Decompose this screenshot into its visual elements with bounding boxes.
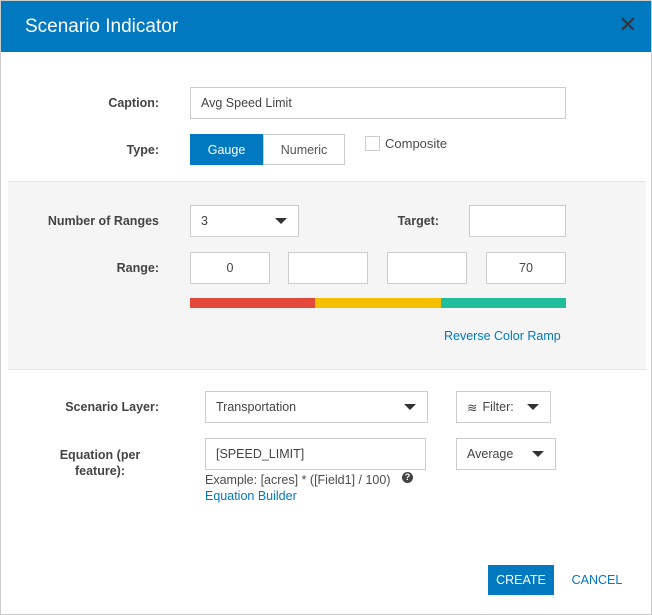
range-input-1[interactable]: 0 xyxy=(190,252,270,284)
dialog-header: Scenario Indicator ✕ xyxy=(1,1,651,52)
scenario-layer-label: Scenario Layer: xyxy=(65,400,159,414)
composite-checkbox[interactable] xyxy=(365,136,380,151)
filter-label: Filter: xyxy=(482,400,514,414)
dialog-title: Scenario Indicator xyxy=(25,16,179,37)
number-of-ranges-value: 3 xyxy=(201,214,208,228)
equation-input[interactable]: [SPEED_LIMIT] xyxy=(205,438,426,470)
color-ramp-segment-yellow xyxy=(315,298,441,308)
equation-example: Example: [acres] * ([Field1] / 100) xyxy=(205,473,391,487)
equation-builder-link[interactable]: Equation Builder xyxy=(205,489,297,503)
range-input-4[interactable]: 70 xyxy=(486,252,566,284)
caption-input[interactable]: Avg Speed Limit xyxy=(190,87,566,119)
layers-icon: ≋ xyxy=(467,400,478,415)
type-label: Type: xyxy=(126,143,159,157)
aggregate-value: Average xyxy=(467,447,514,461)
target-label: Target: xyxy=(397,214,439,228)
reverse-color-ramp-link[interactable]: Reverse Color Ramp xyxy=(444,329,561,343)
color-ramp-segment-green xyxy=(441,298,566,308)
help-icon[interactable]: ? xyxy=(402,472,413,483)
composite-label: Composite xyxy=(385,136,448,151)
cancel-button[interactable]: CANCEL xyxy=(571,573,623,587)
range-input-2[interactable] xyxy=(288,252,368,284)
target-input[interactable] xyxy=(469,205,566,237)
number-of-ranges-label: Number of Ranges xyxy=(47,214,159,228)
range-label: Range: xyxy=(116,261,159,275)
create-button[interactable]: CREATE xyxy=(488,565,554,595)
range-input-3[interactable] xyxy=(387,252,467,284)
scenario-layer-value: Transportation xyxy=(216,400,297,414)
type-gauge-button[interactable]: Gauge xyxy=(190,134,263,165)
color-ramp-segment-red xyxy=(190,298,315,308)
type-numeric-button[interactable]: Numeric xyxy=(263,134,345,165)
number-of-ranges-select[interactable]: 3 xyxy=(190,205,299,237)
scenario-layer-select[interactable]: Transportation xyxy=(205,391,428,423)
filter-button[interactable]: ≋ Filter: xyxy=(456,391,551,423)
close-icon[interactable]: ✕ xyxy=(618,12,637,37)
caption-label: Caption: xyxy=(108,96,159,110)
equation-label: Equation (per feature): xyxy=(59,448,141,478)
aggregate-select[interactable]: Average xyxy=(456,438,556,470)
